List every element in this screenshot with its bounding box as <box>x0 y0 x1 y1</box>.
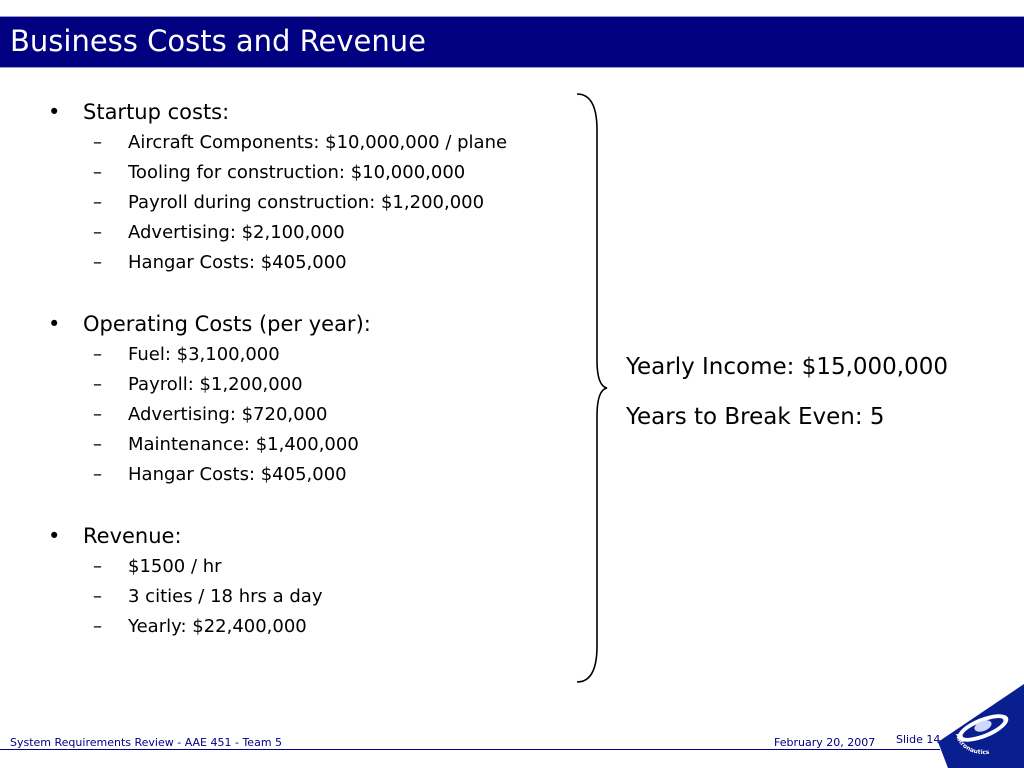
slide-title: Business Costs and Revenue <box>10 24 426 58</box>
list-item: – Maintenance: $1,400,000 <box>48 430 608 460</box>
slide-content: • Startup costs: – Aircraft Components: $… <box>48 96 608 642</box>
list-item: – 3 cities / 18 hrs a day <box>48 582 608 612</box>
section-heading: • Revenue: <box>48 520 608 552</box>
section-heading-label: Startup costs: <box>83 100 230 124</box>
summary-block: Yearly Income: $15,000,000 Years to Brea… <box>626 346 948 446</box>
section-startup-costs: • Startup costs: – Aircraft Components: $… <box>48 96 608 278</box>
dash-icon: – <box>93 464 102 485</box>
list-item-text: Aircraft Components: $10,000,000 / plane <box>128 132 508 153</box>
section-heading: • Startup costs: <box>48 96 608 128</box>
list-item-text: 3 cities / 18 hrs a day <box>128 586 323 607</box>
sub-list: – $1500 / hr – 3 cities / 18 hrs a day – Ye… <box>48 552 608 642</box>
spacer <box>48 278 608 308</box>
list-item-text: Maintenance: $1,400,000 <box>128 434 359 455</box>
list-item: – Payroll: $1,200,000 <box>48 370 608 400</box>
dash-icon: – <box>93 404 102 425</box>
list-item: – Hangar Costs: $405,000 <box>48 460 608 490</box>
section-heading: • Operating Costs (per year): <box>48 308 608 340</box>
dash-icon: – <box>93 192 102 213</box>
list-item: – Advertising: $2,100,000 <box>48 218 608 248</box>
dash-icon: – <box>93 344 102 365</box>
dash-icon: – <box>93 616 102 637</box>
list-item-text: Hangar Costs: $405,000 <box>128 464 347 485</box>
yearly-income-text: Yearly Income: $15,000,000 <box>626 354 949 380</box>
right-brace-icon <box>576 93 608 683</box>
sub-list: – Fuel: $3,100,000 – Payroll: $1,200,000 –… <box>48 340 608 490</box>
break-even-text: Years to Break Even: 5 <box>626 404 885 430</box>
dash-icon: – <box>93 374 102 395</box>
sub-list: – Aircraft Components: $10,000,000 / plan… <box>48 128 608 278</box>
list-item: – Aircraft Components: $10,000,000 / plan… <box>48 128 608 158</box>
list-item-text: Yearly: $22,400,000 <box>128 616 307 637</box>
spacer <box>48 490 608 520</box>
list-item-text: Fuel: $3,100,000 <box>128 344 280 365</box>
bullet-icon: • <box>48 312 61 336</box>
dash-icon: – <box>93 586 102 607</box>
list-item-text: Payroll during construction: $1,200,000 <box>128 192 485 213</box>
dash-icon: – <box>93 132 102 153</box>
section-operating-costs: • Operating Costs (per year): – Fuel: $3,… <box>48 308 608 490</box>
footer-presentation-title: System Requirements Review - AAE 451 - T… <box>10 736 283 749</box>
section-heading-label: Operating Costs (per year): <box>83 312 371 336</box>
list-item: – Advertising: $720,000 <box>48 400 608 430</box>
footer-divider <box>0 749 940 750</box>
dash-icon: – <box>93 556 102 577</box>
dash-icon: – <box>93 162 102 183</box>
list-item-text: Tooling for construction: $10,000,000 <box>128 162 466 183</box>
section-heading-label: Revenue: <box>83 524 182 548</box>
dash-icon: – <box>93 222 102 243</box>
footer-date: February 20, 2007 <box>774 736 876 749</box>
aeronautics-astronautics-logo-icon: Aeronautics & Astronautics <box>938 684 1024 768</box>
list-item-text: Advertising: $2,100,000 <box>128 222 345 243</box>
list-item: – Fuel: $3,100,000 <box>48 340 608 370</box>
section-revenue: • Revenue: – $1500 / hr – 3 cities / 18 hr… <box>48 520 608 642</box>
list-item: – Payroll during construction: $1,200,000 <box>48 188 608 218</box>
list-item: – Hangar Costs: $405,000 <box>48 248 608 278</box>
list-item-text: Payroll: $1,200,000 <box>128 374 303 395</box>
list-item: – Yearly: $22,400,000 <box>48 612 608 642</box>
bullet-icon: • <box>48 524 61 548</box>
list-item-text: Advertising: $720,000 <box>128 404 328 425</box>
list-item: – Tooling for construction: $10,000,000 <box>48 158 608 188</box>
dash-icon: – <box>93 434 102 455</box>
list-item-text: Hangar Costs: $405,000 <box>128 252 347 273</box>
list-item-text: $1500 / hr <box>128 556 222 577</box>
footer-slide-number: Slide 14 <box>896 733 941 746</box>
dash-icon: – <box>93 252 102 273</box>
title-bar: Business Costs and Revenue <box>0 16 1024 68</box>
bullet-icon: • <box>48 100 61 124</box>
list-item: – $1500 / hr <box>48 552 608 582</box>
